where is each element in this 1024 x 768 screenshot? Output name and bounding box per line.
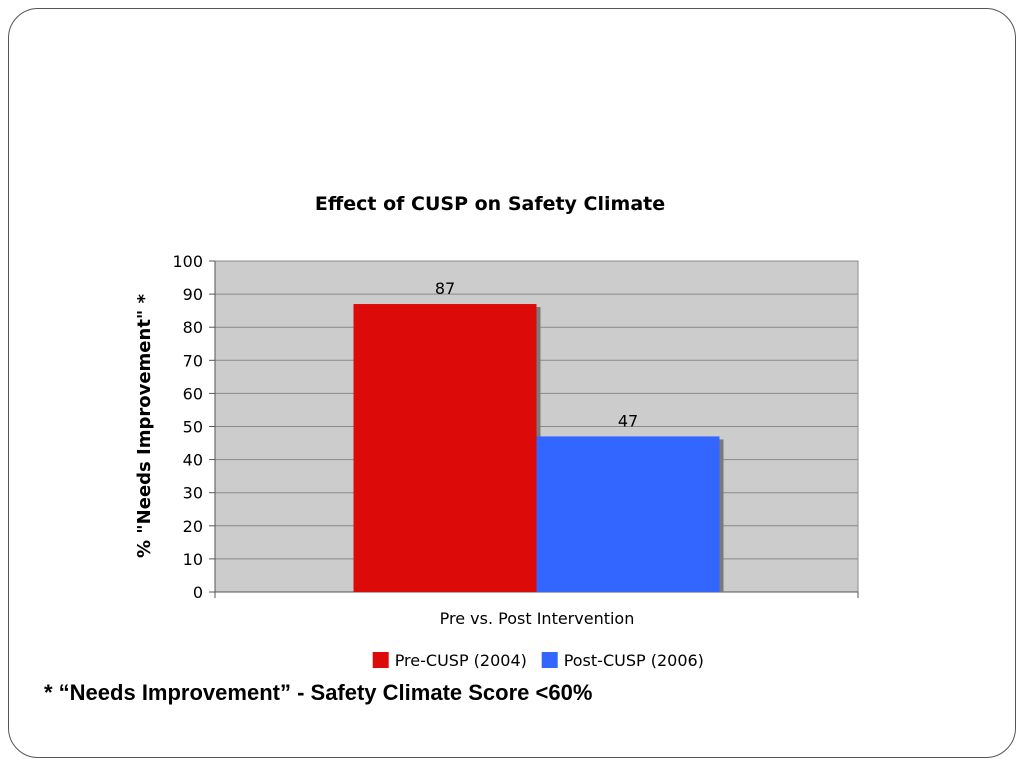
x-axis-label: Pre vs. Post Intervention — [440, 609, 635, 628]
bar-pre-cusp — [353, 304, 537, 592]
y-tick-label: 70 — [183, 351, 203, 370]
bar-post-cusp — [536, 436, 720, 592]
legend-label: Post-CUSP (2006) — [564, 651, 704, 670]
y-tick-label: 40 — [183, 451, 203, 470]
plot-area: 0 10 20 30 40 50 60 70 80 90 100 87 47 — [172, 252, 859, 602]
data-label: 47 — [618, 411, 638, 430]
y-tick-label: 50 — [183, 418, 203, 437]
legend-swatch — [372, 652, 389, 668]
bar-chart: Effect of CUSP on Safety Climate 0 10 20 30… — [134, 193, 859, 670]
legend: Pre-CUSP (2004) Post-CUSP (2006) — [372, 651, 704, 670]
y-tick-label: 60 — [183, 384, 203, 403]
y-tick-label: 0 — [193, 583, 203, 602]
y-axis-label: % "Needs Improvement" * — [134, 293, 155, 558]
legend-swatch — [541, 652, 558, 668]
y-tick-label: 30 — [183, 484, 203, 503]
y-tick-label: 100 — [172, 252, 203, 271]
y-tick-label: 20 — [183, 517, 203, 536]
y-tick-label: 80 — [183, 318, 203, 337]
footnote: * “Needs Improvement” - Safety Climate S… — [44, 680, 593, 705]
legend-label: Pre-CUSP (2004) — [395, 651, 527, 670]
data-label: 87 — [435, 279, 455, 298]
y-tick-label: 10 — [183, 550, 203, 569]
y-tick-label: 90 — [183, 285, 203, 304]
chart-title: Effect of CUSP on Safety Climate — [315, 193, 665, 215]
